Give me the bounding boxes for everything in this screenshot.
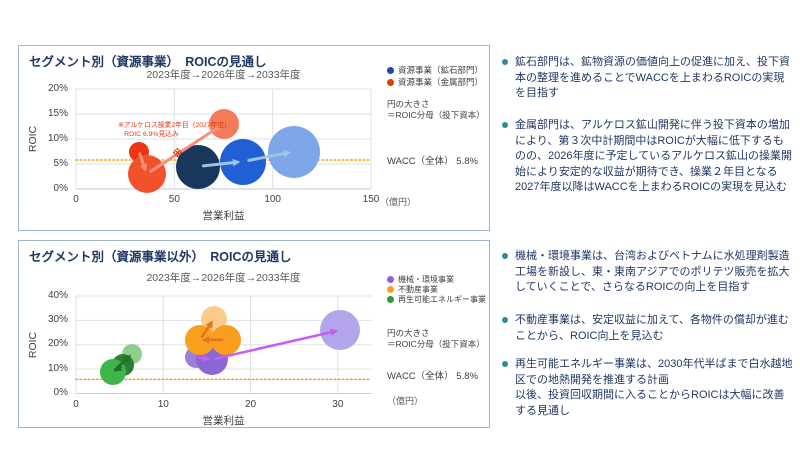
- legend-item: 機械・環境事業: [387, 274, 454, 285]
- bullet-icon: [502, 122, 508, 128]
- chart-canvas-non-resources: 2023年度→2026年度→2033年度 0% 10% 20% 30% 40% 0 10 20 3…: [19, 241, 489, 427]
- x-axis-label: 営業利益: [202, 210, 245, 222]
- legend-label: 機械・環境事業: [398, 275, 454, 284]
- chart-canvas-resources: 2023年度→2026年度→2033年度 0% 5% 10% 15% 20% 0 50 100 1…: [19, 46, 489, 230]
- chart-subtitle: 2023年度→2026年度→2033年度: [146, 272, 301, 284]
- panel-resources-roic: セグメント別（資源事業） ROICの見通し 2023年度→2026年度→2033…: [18, 45, 490, 231]
- wacc-label: WACC（全体） 5.8%: [387, 156, 478, 167]
- legend-dot-icon: [387, 78, 394, 86]
- panel-non-resources-roic: セグメント別（資源事業以外） ROICの見通し 2023年度→2026年度→20…: [18, 240, 490, 428]
- legend-dot-icon: [387, 66, 394, 74]
- bullet-item-renewable: 再生可能エネルギー事業は、2030年代半ばまで白水越地区での地熱開発を推進する計…: [502, 357, 794, 419]
- x-tick-label: 50: [168, 194, 180, 205]
- x-tick-label: 0: [73, 398, 79, 410]
- bullet-item-machinery: 機械・環境事業は、台湾およびベトナムに水処理剤製造工場を新設し、東・東南アジアで…: [502, 249, 794, 296]
- y-tick-label: 30%: [47, 313, 68, 325]
- bullet-text: 金属部門は、アルケロス鉱山開発に伴う投下資本の増加により、第３次中計期間中はRO…: [515, 119, 793, 194]
- legend-label: 資源事業（鉱石部門）: [398, 65, 484, 75]
- legend-label: 資源事業（金属部門）: [398, 77, 484, 87]
- y-tick-label: 10%: [47, 362, 68, 374]
- bullet-item-metal: 金属部門は、アルケロス鉱山開発に伴う投下資本の増加により、第３次中計期間中はRO…: [502, 118, 794, 196]
- chart-arrow-layer: [138, 124, 292, 173]
- bullet-icon: [502, 59, 508, 65]
- bullet-icon: [502, 253, 508, 259]
- y-tick-label: 20%: [47, 82, 68, 94]
- y-tick-label: 40%: [47, 289, 68, 301]
- legend-item: 再生可能エネルギー事業: [387, 294, 486, 305]
- bullet-text: 不動産事業は、安定収益に加えて、各物件の償却が進むことから、ROIC向上を見込む: [515, 314, 789, 342]
- legend-item: 資源事業（金属部門）: [387, 76, 483, 88]
- chart-bubble: [220, 138, 267, 185]
- bullet-text: 再生可能エネルギー事業は、2030年代半ばまで白水越地区での地熱開発を推進する計…: [515, 358, 793, 417]
- annotation-text: ※アルケロス操業2年目（2027年度） ROIC 6.9%見込み: [118, 122, 231, 140]
- legend-label: 再生可能エネルギー事業: [398, 295, 486, 304]
- chart-bubble: [127, 155, 166, 193]
- y-tick-label: 15%: [47, 107, 68, 119]
- bullet-item-ore: 鉱石部門は、鉱物資源の価値向上の促進に加え、投下資本の整理を進めることでWACC…: [502, 55, 794, 102]
- bubble-size-note: 円の大きさ: [387, 328, 430, 338]
- bullet-text: 機械・環境事業は、台湾およびベトナムに水処理剤製造工場を新設し、東・東南アジアで…: [515, 250, 790, 294]
- y-tick-label: 0%: [53, 182, 68, 194]
- legend-item: 不動産事業: [387, 284, 438, 295]
- annotation-marker: ※: [172, 148, 183, 160]
- legend-dot-icon: [387, 286, 394, 293]
- x-tick-label: 100: [264, 194, 281, 205]
- y-tick-label: 10%: [47, 132, 68, 144]
- x-axis-label: 営業利益: [202, 414, 245, 427]
- chart-bubble: [268, 125, 321, 178]
- chart-bubble: [208, 109, 239, 139]
- annotation-line: ※アルケロス操業2年目（2027年度）: [118, 122, 231, 129]
- bubble-size-note: ＝ROIC分母（投下資本）: [387, 339, 485, 349]
- chart-title-non-resources: セグメント別（資源事業以外） ROICの見通し: [29, 250, 292, 264]
- y-tick-label: 0%: [53, 387, 68, 398]
- legend-dot-icon: [387, 296, 394, 303]
- legend-item: 資源事業（鉱石部門）: [387, 64, 483, 76]
- chart-subtitle: 2023年度→2026年度→2033年度: [146, 69, 301, 81]
- x-tick-label: 10: [157, 398, 169, 410]
- unit-label: （億円）: [380, 197, 417, 207]
- legend-label: 不動産事業: [398, 285, 438, 294]
- y-tick-label: 20%: [47, 338, 68, 350]
- x-tick-label: 0: [73, 194, 79, 205]
- bullet-text: 鉱石部門は、鉱物資源の価値向上の促進に加え、投下資本の整理を進めることでWACC…: [515, 56, 790, 100]
- y-tick-label: 5%: [53, 157, 68, 169]
- unit-label: （億円）: [387, 396, 424, 407]
- bullet-icon: [502, 361, 508, 367]
- chart-arrow-layer: [113, 320, 339, 372]
- wacc-label: WACC（全体） 5.8%: [387, 371, 478, 383]
- chart-title-resources: セグメント別（資源事業） ROICの見通し: [29, 55, 267, 69]
- x-tick-label: 20: [244, 398, 257, 410]
- annotation-line: ROIC 6.9%見込み: [124, 130, 179, 138]
- bubble-size-note: ＝ROIC分母（投下資本）: [387, 110, 485, 120]
- bubble-size-note: 円の大きさ: [387, 99, 430, 109]
- legend-dot-icon: [387, 276, 394, 283]
- bullet-icon: [502, 317, 508, 323]
- x-tick-label: 30: [332, 398, 344, 410]
- bullet-item-realestate: 不動産事業は、安定収益に加えて、各物件の償却が進むことから、ROIC向上を見込む: [502, 313, 794, 344]
- chart-bubble: [320, 310, 361, 351]
- x-tick-label: 150: [362, 194, 380, 205]
